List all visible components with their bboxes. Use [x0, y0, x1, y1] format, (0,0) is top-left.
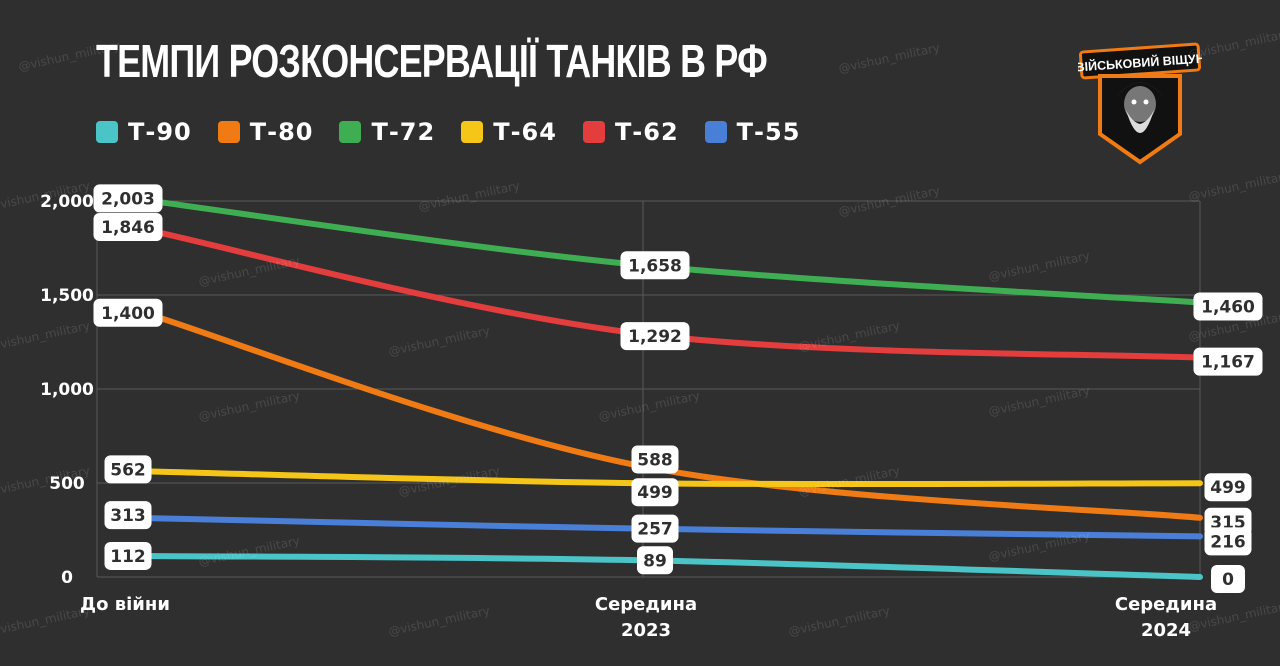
legend-label: Т-64 — [493, 118, 557, 146]
watermark-text: @vishun_military — [0, 604, 91, 639]
data-label-box — [620, 251, 690, 280]
data-label: 588 — [637, 450, 673, 470]
data-label: 257 — [637, 520, 673, 540]
x-tick-label: До війни — [80, 594, 170, 615]
data-label: 313 — [110, 506, 146, 526]
legend-label: Т-80 — [249, 118, 314, 146]
y-tick-label: 1,500 — [40, 286, 94, 306]
data-label-box — [637, 546, 673, 575]
legend-label: Т-72 — [371, 118, 436, 146]
legend-label: Т-90 — [128, 118, 192, 146]
data-label: 1,658 — [628, 256, 682, 276]
watermark-text: @vishun_military — [597, 389, 701, 424]
data-label-box — [93, 184, 163, 213]
legend-swatch — [461, 121, 484, 143]
data-label: 2,003 — [101, 189, 155, 209]
watermark-text: @vishun_military — [197, 389, 301, 424]
legend-swatch — [217, 121, 240, 143]
legend-swatch — [96, 121, 118, 143]
data-label-box — [631, 514, 679, 543]
watermark-text: @vishun_military — [387, 604, 491, 639]
legend-swatch — [339, 121, 362, 143]
bearded-man-emblem-icon: ВІЙСЬКОВИЙ ВІЩУН — [1075, 42, 1205, 165]
data-label-box — [620, 322, 690, 351]
data-label: 112 — [110, 547, 146, 567]
watermark-text: @vishun_military — [0, 319, 91, 354]
data-label: 1,846 — [101, 218, 155, 238]
data-label: 0 — [1222, 570, 1234, 590]
y-tick-label: 500 — [49, 474, 85, 494]
data-label: 1,400 — [101, 304, 155, 324]
data-label-box — [104, 501, 152, 530]
data-label-box — [631, 478, 679, 507]
legend-label: Т-62 — [614, 118, 679, 146]
legend-item: Т-55 — [704, 118, 801, 146]
watermark-text: @vishun_military — [787, 604, 891, 639]
data-label-box — [1211, 565, 1245, 593]
data-label-box — [1193, 292, 1263, 321]
legend-item: Т-64 — [461, 118, 557, 146]
watermark-text: @vishun_military — [837, 41, 941, 76]
legend-swatch — [704, 121, 727, 143]
data-label: 89 — [643, 551, 667, 571]
x-tick-label: Середина — [1115, 594, 1217, 615]
chart-legend: Т-90 Т-80 Т-72 Т-64 Т-62 Т-55 — [96, 118, 800, 146]
legend-swatch — [582, 121, 605, 143]
x-tick-label: 2023 — [621, 620, 671, 641]
watermark-text: @vishun_military — [17, 39, 121, 74]
logo: ВІЙСЬКОВИЙ ВІЩУН — [1075, 38, 1205, 168]
y-tick-label: 0 — [61, 568, 73, 588]
legend-label: Т-55 — [736, 118, 801, 146]
watermark-text: @vishun_military — [987, 249, 1091, 284]
watermark-text: @vishun_military — [387, 324, 491, 359]
data-label-box — [104, 455, 152, 484]
y-tick-label: 1,000 — [40, 380, 94, 400]
data-label: 562 — [110, 460, 146, 480]
data-label: 1,292 — [628, 327, 682, 347]
legend-item: Т-62 — [582, 118, 679, 146]
data-label-box — [93, 298, 163, 327]
data-label: 216 — [1210, 532, 1246, 552]
data-label-box — [1193, 347, 1263, 376]
data-label-box — [1204, 473, 1252, 502]
x-tick-label: 2024 — [1141, 620, 1191, 641]
watermark-text: @vishun_military — [1187, 169, 1280, 204]
legend-item: Т-72 — [339, 118, 435, 146]
series-line — [144, 552, 1203, 580]
watermark-text: @vishun_military — [417, 179, 521, 214]
chart-title: ТЕМПИ РОЗКОНСЕРВАЦІЇ ТАНКІВ В РФ — [96, 35, 768, 87]
watermark-text: @vishun_military — [197, 534, 301, 569]
legend-item: Т-80 — [217, 118, 314, 146]
data-label-box — [1204, 527, 1252, 556]
data-label: 499 — [1210, 478, 1246, 498]
data-label: 499 — [637, 483, 673, 503]
data-label-box — [104, 541, 152, 570]
data-label: 1,167 — [1201, 353, 1255, 373]
watermark-text: @vishun_military — [197, 254, 301, 289]
x-tick-label: Середина — [595, 594, 697, 615]
data-label-box — [631, 445, 679, 474]
watermark-text: @vishun_military — [1187, 27, 1280, 62]
data-label-box — [93, 212, 163, 241]
legend-item: Т-90 — [96, 118, 192, 146]
data-label: 1,460 — [1201, 298, 1255, 318]
y-tick-label: 2,000 — [40, 192, 94, 212]
